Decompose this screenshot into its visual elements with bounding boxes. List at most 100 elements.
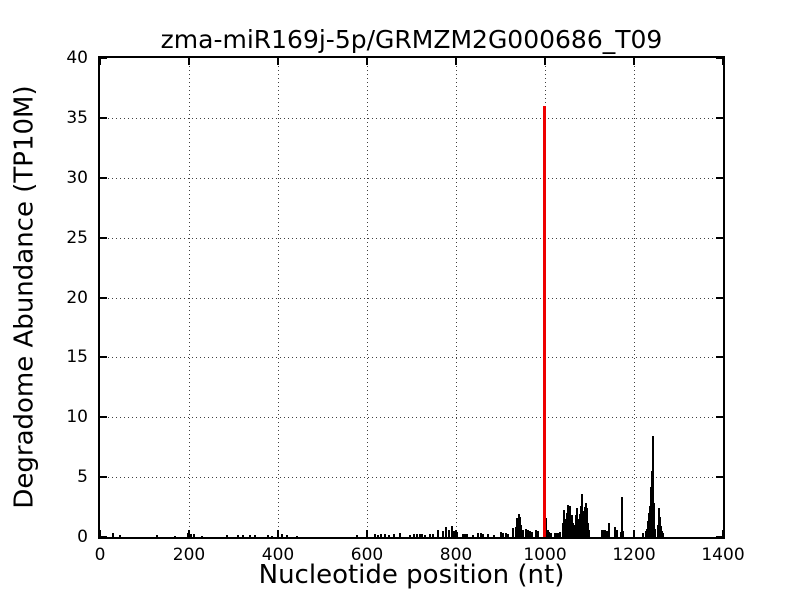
degradome-bar: [242, 534, 245, 537]
degradome-bar: [445, 527, 448, 537]
gridline-horizontal: [100, 417, 723, 419]
degradome-bar: [515, 527, 518, 537]
degradome-bar: [388, 534, 391, 537]
degradome-bar: [482, 534, 485, 537]
degradome-bar: [566, 505, 569, 537]
y-tick-mark: [100, 296, 107, 299]
degradome-bar: [531, 531, 534, 537]
x-tick-mark-top: [722, 58, 724, 65]
degradome-bar: [429, 534, 432, 537]
y-tick-mark: [100, 476, 107, 479]
degradome-bar: [466, 534, 469, 537]
y-tick-mark: [100, 176, 107, 179]
degradome-bar: [536, 531, 539, 537]
y-tick-mark: [100, 116, 107, 119]
gridline-vertical: [367, 58, 368, 537]
degradome-bar: [409, 534, 412, 537]
degradome-bar: [580, 493, 583, 537]
degradome-bar: [225, 535, 228, 537]
degradome-bar: [174, 535, 177, 537]
degradome-bar: [568, 517, 571, 537]
x-tick-mark-top: [366, 58, 368, 65]
degradome-bar: [418, 534, 421, 537]
degradome-bar: [187, 533, 190, 537]
degradome-bar: [119, 535, 122, 537]
x-tick-mark: [633, 530, 635, 537]
degradome-bar: [605, 531, 608, 537]
y-tick-mark: [100, 57, 107, 59]
x-tick-mark: [99, 530, 101, 537]
degradome-bar: [355, 534, 358, 537]
y-tick-mark-right: [716, 416, 723, 419]
degradome-bar: [561, 522, 564, 537]
degradome-bar: [448, 529, 451, 537]
y-tick-label: 10: [66, 407, 88, 428]
gridline-horizontal: [100, 357, 723, 359]
degradome-bar: [644, 531, 647, 537]
degradome-bar: [380, 534, 383, 537]
degradome-bar: [201, 535, 204, 537]
degradome-bar: [487, 534, 490, 537]
degradome-bar: [423, 534, 426, 537]
y-tick-mark-right: [716, 176, 723, 179]
degradome-bar: [582, 510, 585, 537]
x-tick-mark: [722, 530, 724, 537]
y-tick-label: 30: [66, 167, 88, 188]
degradome-bar: [431, 534, 434, 537]
degradome-bar: [641, 533, 644, 537]
y-tick-label: 5: [77, 467, 88, 488]
degradome-bar: [398, 533, 401, 537]
y-tick-mark-right: [716, 536, 723, 538]
degradome-bar: [652, 503, 655, 537]
degradome-bar: [549, 532, 552, 537]
gridline-vertical: [189, 58, 190, 537]
degradome-bar: [525, 528, 528, 537]
degradome-bar: [661, 531, 664, 537]
degradome-bar: [548, 531, 551, 537]
degradome-bar: [604, 529, 607, 537]
degradome-bar: [190, 534, 193, 537]
plot-area: [98, 56, 725, 539]
degradome-bar: [574, 515, 577, 537]
degradome-bar: [573, 525, 576, 537]
degradome-bar: [645, 528, 648, 537]
degradome-bar: [285, 535, 288, 537]
degradome-bar: [620, 497, 623, 537]
degradome-bar: [585, 508, 588, 537]
degradome-bar: [374, 534, 376, 537]
gridline-horizontal: [100, 117, 723, 119]
degradome-bar: [535, 529, 538, 537]
degradome-bar: [616, 529, 619, 537]
degradome-bar: [236, 535, 239, 537]
degradome-bar: [499, 532, 502, 537]
degradome-bar: [421, 534, 424, 537]
degradome-bar: [517, 514, 520, 537]
y-tick-label: 0: [77, 527, 88, 547]
gridline-horizontal: [100, 177, 723, 179]
degradome-bar: [577, 519, 580, 537]
degradome-bar: [569, 505, 572, 537]
x-tick-label: 1400: [701, 545, 745, 565]
degradome-bar: [501, 532, 504, 537]
x-tick-label: 1000: [523, 545, 567, 565]
x-tick-mark-top: [188, 58, 190, 65]
degradome-bar: [563, 510, 566, 537]
degradome-bar: [266, 535, 269, 537]
degradome-bar: [155, 535, 158, 537]
degradome-bar: [559, 532, 562, 537]
degradome-bar: [377, 534, 380, 537]
degradome-bar: [455, 532, 458, 537]
x-tick-mark-top: [633, 58, 635, 65]
degradome-bar: [564, 519, 567, 537]
degradome-bar: [651, 436, 654, 537]
degradome-bar: [461, 534, 464, 537]
gridline-vertical: [456, 58, 457, 537]
degradome-bar: [412, 534, 415, 537]
y-axis-label-text: Degradome Abundance (TP10M): [9, 85, 40, 509]
degradome-bar: [600, 529, 603, 537]
degradome-bar: [366, 531, 368, 537]
gridline-horizontal: [100, 237, 723, 239]
degradome-bar: [383, 533, 386, 537]
y-tick-mark-right: [716, 476, 723, 479]
x-tick-label: 0: [94, 545, 106, 565]
